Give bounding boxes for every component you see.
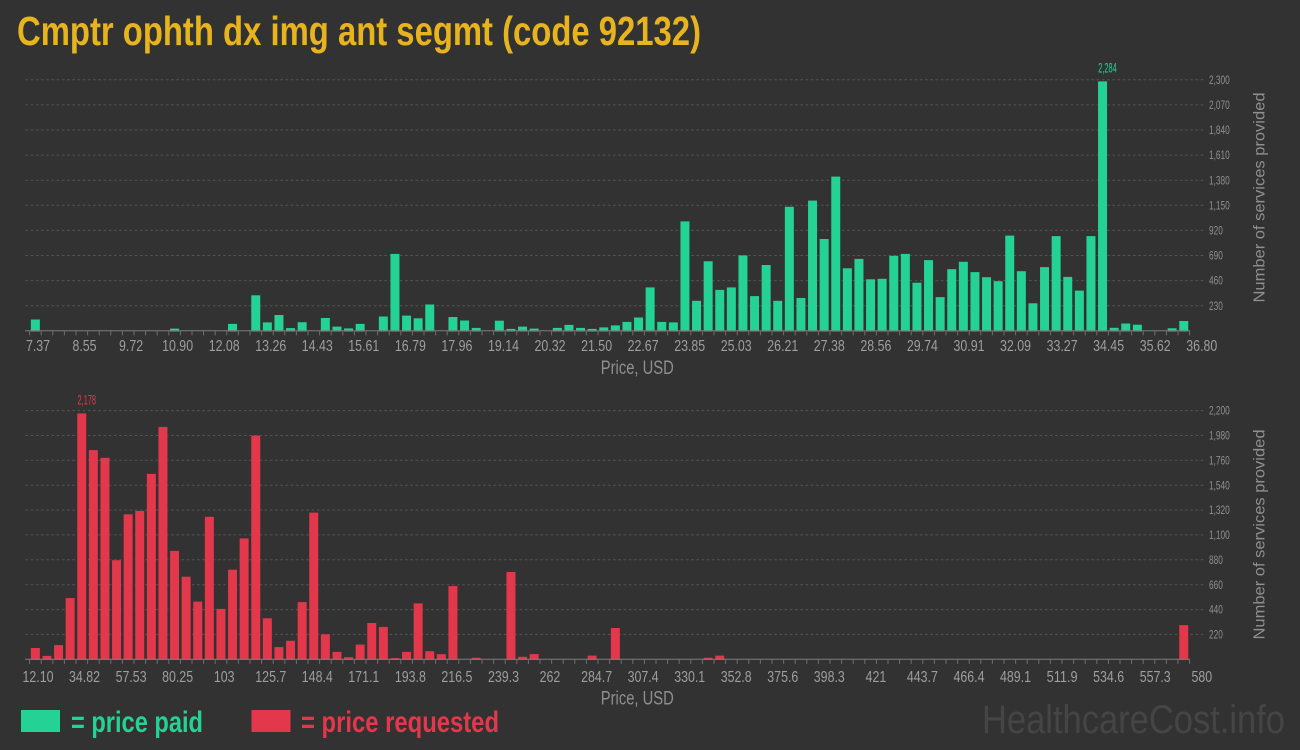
- svg-text:1,320: 1,320: [1209, 504, 1230, 517]
- svg-text:125.7: 125.7: [255, 669, 286, 686]
- svg-text:920: 920: [1209, 225, 1223, 238]
- svg-text:193.8: 193.8: [395, 669, 426, 686]
- svg-text:421: 421: [866, 669, 887, 686]
- svg-text:HealthcareCost.info: HealthcareCost.info: [982, 698, 1285, 742]
- svg-text:489.1: 489.1: [1000, 669, 1031, 686]
- svg-text:148.4: 148.4: [302, 669, 333, 686]
- svg-text:2,070: 2,070: [1209, 99, 1230, 112]
- svg-text:13.26: 13.26: [255, 338, 286, 355]
- svg-text:34.45: 34.45: [1093, 338, 1124, 355]
- svg-text:Number of services provided: Number of services provided: [1252, 430, 1269, 640]
- svg-text:19.14: 19.14: [488, 338, 519, 355]
- svg-text:557.3: 557.3: [1140, 669, 1171, 686]
- svg-text:880: 880: [1209, 554, 1223, 567]
- svg-text:216.5: 216.5: [441, 669, 472, 686]
- svg-text:220: 220: [1209, 629, 1223, 642]
- svg-text:22.67: 22.67: [628, 338, 659, 355]
- svg-text:57.53: 57.53: [116, 669, 147, 686]
- svg-text:26.21: 26.21: [767, 338, 798, 355]
- svg-text:27.38: 27.38: [814, 338, 845, 355]
- svg-text:460: 460: [1209, 275, 1223, 288]
- svg-text:25.03: 25.03: [721, 338, 752, 355]
- svg-text:2,300: 2,300: [1209, 74, 1230, 87]
- svg-text:511.9: 511.9: [1047, 669, 1078, 686]
- svg-text:36.80: 36.80: [1186, 338, 1217, 355]
- svg-text:17.96: 17.96: [441, 338, 472, 355]
- svg-text:Price, USD: Price, USD: [601, 688, 674, 709]
- svg-text:1,840: 1,840: [1209, 124, 1230, 137]
- svg-text:= price requested: = price requested: [301, 706, 499, 739]
- svg-text:1,610: 1,610: [1209, 149, 1230, 162]
- svg-text:1,760: 1,760: [1209, 454, 1230, 467]
- svg-text:534.6: 534.6: [1093, 669, 1124, 686]
- svg-text:12.08: 12.08: [209, 338, 240, 355]
- svg-text:660: 660: [1209, 579, 1223, 592]
- svg-text:2,284: 2,284: [1098, 61, 1117, 76]
- svg-text:20.32: 20.32: [535, 338, 566, 355]
- svg-text:32.09: 32.09: [1000, 338, 1031, 355]
- svg-text:8.55: 8.55: [72, 338, 96, 355]
- svg-text:1,150: 1,150: [1209, 199, 1230, 212]
- svg-text:352.8: 352.8: [721, 669, 752, 686]
- svg-text:1,100: 1,100: [1209, 529, 1230, 542]
- svg-text:307.4: 307.4: [628, 669, 659, 686]
- svg-text:103: 103: [214, 669, 235, 686]
- svg-text:12.10: 12.10: [23, 669, 54, 686]
- svg-text:Cmptr ophth dx img ant segmt (: Cmptr ophth dx img ant segmt (code 92132…: [17, 8, 701, 54]
- svg-text:398.3: 398.3: [814, 669, 845, 686]
- svg-text:23.85: 23.85: [674, 338, 705, 355]
- svg-text:33.27: 33.27: [1047, 338, 1078, 355]
- svg-text:28.56: 28.56: [860, 338, 891, 355]
- svg-text:Price, USD: Price, USD: [601, 358, 674, 379]
- svg-text:443.7: 443.7: [907, 669, 938, 686]
- svg-text:1,380: 1,380: [1209, 174, 1230, 187]
- svg-text:262: 262: [540, 669, 561, 686]
- svg-text:34.82: 34.82: [69, 669, 100, 686]
- svg-text:1,540: 1,540: [1209, 479, 1230, 492]
- svg-text:21.50: 21.50: [581, 338, 612, 355]
- svg-text:35.62: 35.62: [1140, 338, 1171, 355]
- svg-text:375.6: 375.6: [767, 669, 798, 686]
- svg-text:171.1: 171.1: [348, 669, 379, 686]
- svg-text:14.43: 14.43: [302, 338, 333, 355]
- svg-text:= price paid: = price paid: [71, 706, 203, 739]
- svg-text:580: 580: [1191, 669, 1212, 686]
- svg-text:2,178: 2,178: [78, 392, 97, 407]
- svg-text:Number of services provided: Number of services provided: [1252, 93, 1269, 303]
- svg-text:16.79: 16.79: [395, 338, 426, 355]
- svg-text:9.72: 9.72: [119, 338, 143, 355]
- svg-text:80.25: 80.25: [162, 669, 193, 686]
- svg-text:7.37: 7.37: [26, 338, 50, 355]
- svg-text:466.4: 466.4: [954, 669, 985, 686]
- svg-text:284.7: 284.7: [581, 669, 612, 686]
- svg-text:690: 690: [1209, 250, 1223, 263]
- svg-text:330.1: 330.1: [674, 669, 705, 686]
- svg-text:239.3: 239.3: [488, 669, 519, 686]
- svg-text:1,980: 1,980: [1209, 430, 1230, 443]
- svg-text:2,200: 2,200: [1209, 405, 1230, 418]
- svg-text:15.61: 15.61: [348, 338, 379, 355]
- svg-text:230: 230: [1209, 300, 1223, 313]
- svg-text:30.91: 30.91: [954, 338, 985, 355]
- svg-text:440: 440: [1209, 604, 1223, 617]
- svg-text:29.74: 29.74: [907, 338, 938, 355]
- svg-text:10.90: 10.90: [162, 338, 193, 355]
